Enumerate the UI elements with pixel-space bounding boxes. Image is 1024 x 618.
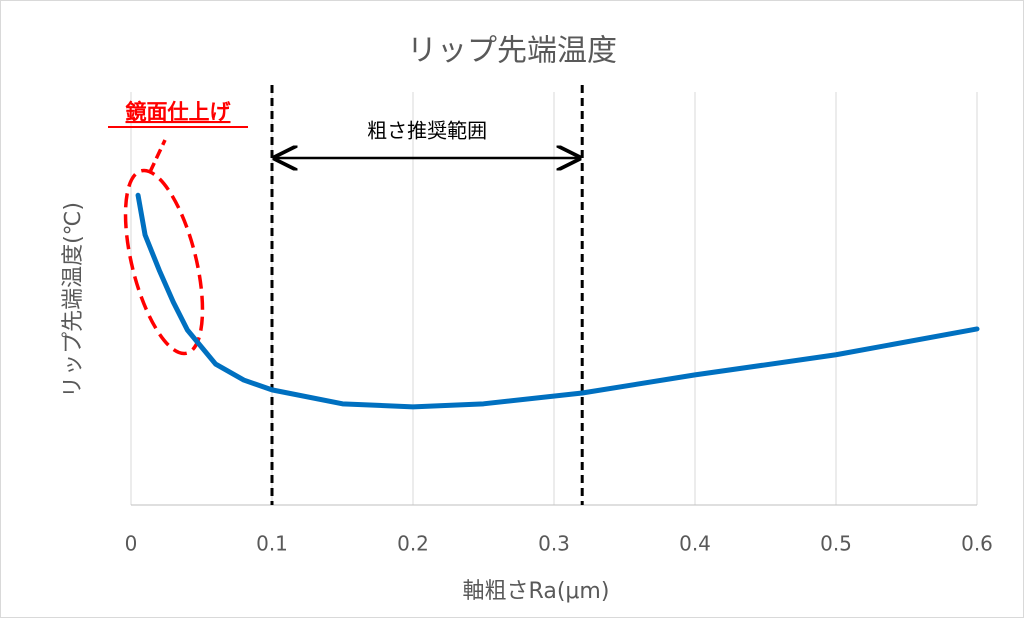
x-tick-label: 0.5	[820, 532, 852, 556]
chart-title: リップ先端温度	[407, 34, 617, 69]
callout-line	[148, 139, 167, 173]
x-axis-label: 軸粗さRa(μm)	[463, 579, 610, 604]
x-tick-label: 0.1	[256, 532, 288, 556]
x-tick-label: 0.3	[538, 532, 570, 556]
range-label: 粗さ推奨範囲	[367, 119, 487, 143]
x-tick-label: 0.4	[679, 532, 711, 556]
y-axis-label: リップ先端温度(℃)	[61, 202, 86, 398]
highlight-label: 鏡面仕上げ	[126, 100, 232, 124]
x-tick-label: 0.6	[961, 532, 993, 556]
data-line	[135, 192, 980, 410]
x-tick-label: 0	[125, 532, 138, 556]
highlight-ellipse	[123, 168, 205, 356]
x-tick-label: 0.2	[397, 532, 429, 556]
